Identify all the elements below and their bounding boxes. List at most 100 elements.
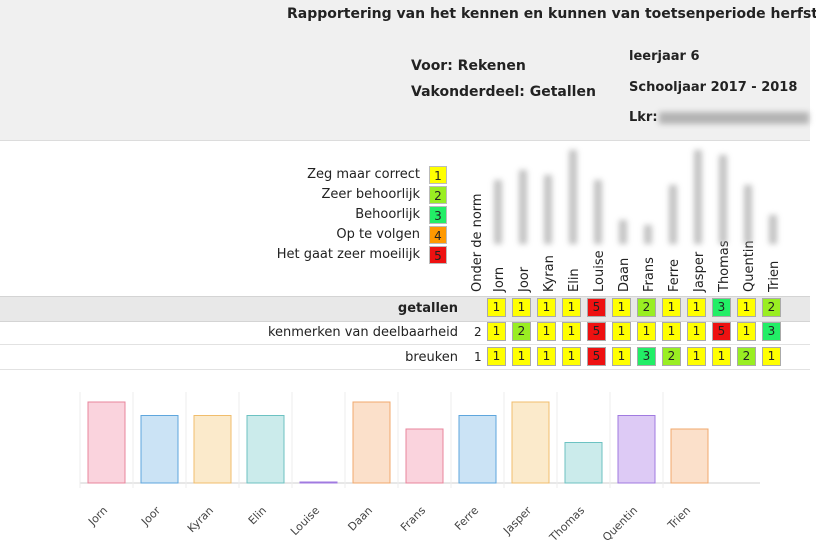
- report-header: Rapportering van het kennen en kunnen va…: [0, 0, 816, 141]
- chart-bar: [352, 401, 391, 484]
- score-cell: 1: [687, 298, 706, 317]
- student-name: Thomas: [717, 240, 732, 292]
- row-norm-value: 1: [474, 350, 482, 364]
- norm-header-label: Onder de norm: [470, 193, 485, 292]
- student-name-redacted: [669, 185, 677, 244]
- chart-bar: [670, 428, 709, 484]
- score-cell: 1: [512, 298, 531, 317]
- score-cell: 1: [687, 347, 706, 366]
- score-cell: 1: [537, 298, 556, 317]
- chart-bar: [246, 415, 285, 484]
- score-cell: 5: [587, 322, 606, 341]
- chart-tick-label: Jorn: [85, 504, 110, 529]
- legend-item: Behoorlijk 3: [200, 206, 450, 225]
- teacher-label: Lkr:: [629, 110, 658, 125]
- score-cell: 2: [637, 298, 656, 317]
- student-name: Frans: [642, 257, 657, 292]
- legend-swatch: 5: [429, 246, 447, 264]
- row-label: getallen: [397, 301, 458, 316]
- legend-label: Zeer behoorlijk: [321, 187, 420, 202]
- student-name-redacted: [494, 180, 502, 244]
- legend-swatch: 4: [429, 226, 447, 244]
- student-name-redacted: [694, 150, 702, 244]
- legend-swatch: 2: [429, 186, 447, 204]
- chart-bar: [87, 401, 126, 484]
- subdomain-label: Vakonderdeel: Getallen: [411, 84, 596, 100]
- score-cell: 2: [662, 347, 681, 366]
- score-cell: 3: [637, 347, 656, 366]
- row-label: breuken: [405, 350, 458, 365]
- chart-tick-label: Elin: [246, 504, 269, 527]
- score-cell: 1: [537, 322, 556, 341]
- report-title: Rapportering van het kennen en kunnen va…: [287, 6, 816, 22]
- score-cell: 1: [562, 347, 581, 366]
- schoolyear-label: Schooljaar 2017 - 2018: [629, 80, 798, 95]
- student-name-redacted: [519, 170, 527, 244]
- row-divider: [0, 369, 810, 370]
- legend-label: Op te volgen: [336, 227, 420, 242]
- student-name-redacted: [769, 215, 777, 244]
- score-cell: 1: [612, 298, 631, 317]
- table-row: getallen 1 1 1 1 5 1 2 1 1 3 1 2: [0, 296, 810, 322]
- score-cell: 1: [537, 347, 556, 366]
- score-cell: 1: [737, 322, 756, 341]
- score-cell: 5: [587, 298, 606, 317]
- score-cell: 2: [762, 298, 781, 317]
- legend-label: Zeg maar correct: [307, 167, 420, 182]
- legend-swatch: 3: [429, 206, 447, 224]
- score-cell: 1: [512, 347, 531, 366]
- chart-tick-label: Frans: [398, 504, 428, 534]
- chart-tick-label: Thomas: [546, 504, 587, 545]
- score-cell: 1: [662, 298, 681, 317]
- chart-tick-label: Jasper: [500, 504, 534, 538]
- chart-tick-label: Kyran: [185, 504, 216, 535]
- student-name: Trien: [767, 260, 782, 292]
- score-cell: 1: [487, 322, 506, 341]
- chart-bar: [405, 428, 444, 484]
- legend-item: Zeg maar correct 1: [200, 166, 450, 185]
- grade-label: leerjaar 6: [629, 49, 700, 64]
- student-name-redacted: [594, 180, 602, 244]
- score-cell: 1: [712, 347, 731, 366]
- student-name-redacted: [569, 150, 577, 244]
- row-label: kenmerken van deelbaarheid: [267, 325, 458, 340]
- score-cell: 3: [712, 298, 731, 317]
- student-name: Joor: [517, 266, 532, 292]
- score-cell: 1: [487, 347, 506, 366]
- chart-bar: [140, 415, 179, 484]
- chart-bar: [299, 481, 338, 484]
- legend-item: Het gaat zeer moeilijk 5: [200, 246, 450, 265]
- student-name: Jorn: [492, 266, 507, 292]
- student-name-redacted: [619, 220, 627, 244]
- student-name-redacted: [644, 225, 652, 244]
- student-name-redacted: [719, 155, 727, 244]
- student-name: Louise: [592, 250, 607, 292]
- table-row: breuken 1 1 1 1 1 5 1 3 2 1 1 2 1: [0, 346, 810, 370]
- score-cell: 2: [737, 347, 756, 366]
- legend-item: Op te volgen 4: [200, 226, 450, 245]
- chart-bar: [617, 415, 656, 484]
- score-cell: 1: [562, 298, 581, 317]
- row-norm-value: 2: [474, 325, 482, 339]
- student-name: Daan: [617, 257, 632, 292]
- score-cell: 5: [587, 347, 606, 366]
- score-cell: 1: [637, 322, 656, 341]
- student-name-redacted: [744, 185, 752, 244]
- table-row: kenmerken van deelbaarheid 2 1 2 1 1 5 1 1 1 1 5 1 3: [0, 321, 810, 345]
- score-cell: 1: [687, 322, 706, 341]
- chart-bar: [193, 415, 232, 484]
- student-name: Quentin: [742, 240, 757, 292]
- student-name: Elin: [567, 268, 582, 292]
- chart-tick-label: Daan: [345, 504, 375, 534]
- results-chart: Jorn Joor Kyran Elin Louise Daan Frans Ferre Jas…: [79, 392, 760, 545]
- subject-label: Voor: Rekenen: [411, 58, 526, 74]
- chart-tick-label: Louise: [288, 504, 322, 538]
- score-cell: 1: [737, 298, 756, 317]
- chart-tick-label: Quentin: [600, 504, 640, 544]
- score-cell: 2: [512, 322, 531, 341]
- score-cell: 1: [487, 298, 506, 317]
- chart-bar: [511, 401, 550, 484]
- legend-label: Het gaat zeer moeilijk: [276, 247, 420, 262]
- student-name: Ferre: [667, 259, 682, 292]
- chart-bar: [564, 442, 603, 484]
